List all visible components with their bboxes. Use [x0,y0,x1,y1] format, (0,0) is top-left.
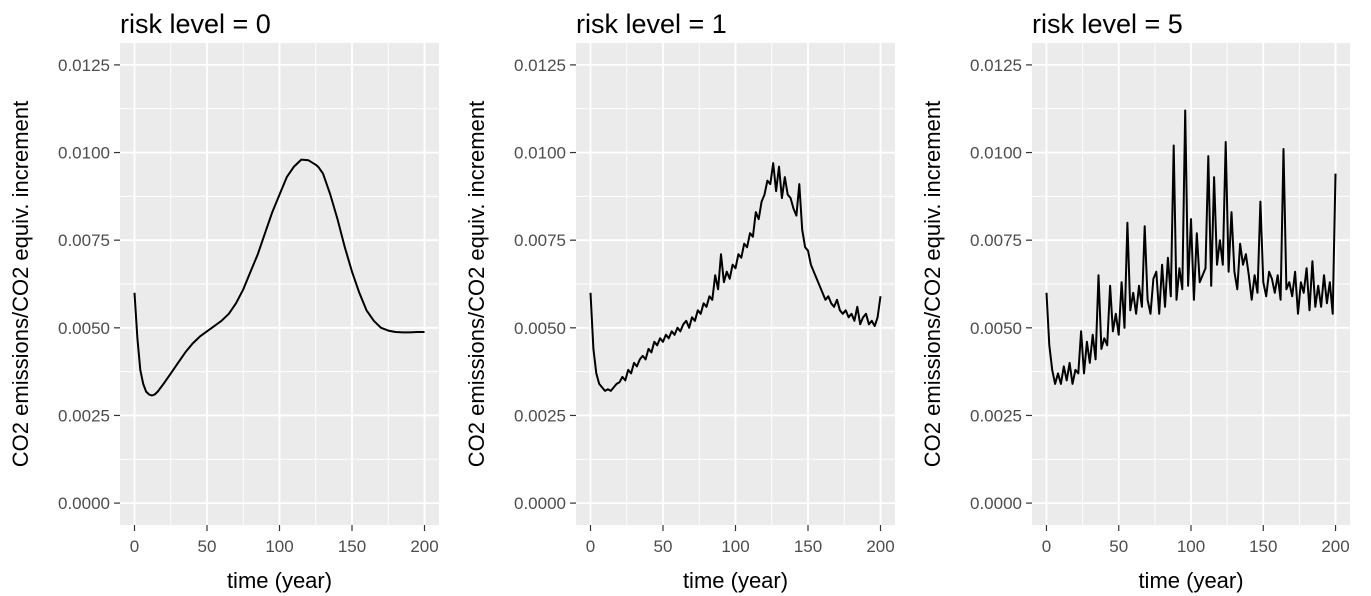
x-tick-label: 200 [1321,537,1349,556]
y-tick-label: 0.0050 [970,319,1022,338]
y-axis-title: CO2 emissions/CO2 equiv. increment [464,101,489,467]
y-tick-label: 0.0075 [58,231,110,250]
x-tick-label: 0 [586,537,595,556]
x-tick-label: 50 [198,537,217,556]
y-tick-label: 0.0000 [514,494,566,513]
chart-panel: 0 50 100 150 200 0.0000 0.0025 0.0050 0.0075 0.01… [920,9,1350,593]
chart-title: risk level = 0 [120,9,271,39]
x-tick-label: 150 [338,537,366,556]
chart-title: risk level = 5 [1032,9,1183,39]
x-tick-label: 0 [1042,537,1051,556]
y-tick-label: 0.0075 [970,231,1022,250]
y-tick-label: 0.0100 [514,144,566,163]
x-axis-title: time (year) [1138,568,1243,593]
y-axis-title: CO2 emissions/CO2 equiv. increment [920,101,945,467]
x-tick-label: 150 [1249,537,1277,556]
y-tick-label: 0.0000 [970,494,1022,513]
y-tick-label: 0.0050 [514,319,566,338]
chart-panel: 0 50 100 150 200 0.0000 0.0025 0.0050 0.0075 0.01… [464,9,895,593]
y-tick-label: 0.0000 [58,494,110,513]
x-tick-label: 100 [1177,537,1205,556]
y-tick-label: 0.0075 [514,231,566,250]
y-tick-label: 0.0025 [58,406,110,425]
x-tick-label: 150 [794,537,822,556]
y-tick-label: 0.0050 [58,319,110,338]
x-tick-label: 50 [1109,537,1128,556]
y-tick-label: 0.0125 [514,56,566,75]
chart-panel: 0 50 100 150 200 0.0000 0.0025 0.0050 0.0075 0.01… [8,9,439,593]
y-axis-title: CO2 emissions/CO2 equiv. increment [8,101,33,467]
x-tick-label: 200 [410,537,438,556]
x-tick-label: 100 [265,537,293,556]
y-tick-label: 0.0125 [970,56,1022,75]
chart-title: risk level = 1 [576,9,727,39]
y-tick-label: 0.0025 [970,406,1022,425]
series-line [133,158,425,397]
x-tick-label: 0 [130,537,139,556]
x-axis-title: time (year) [227,568,332,593]
series-line [1045,109,1337,385]
series-line [589,162,882,392]
y-tick-label: 0.0125 [58,56,110,75]
y-tick-label: 0.0100 [970,144,1022,163]
x-axis-title: time (year) [683,568,788,593]
x-tick-label: 50 [654,537,673,556]
y-tick-label: 0.0025 [514,406,566,425]
y-tick-label: 0.0100 [58,144,110,163]
x-tick-label: 100 [721,537,749,556]
x-tick-label: 200 [866,537,894,556]
